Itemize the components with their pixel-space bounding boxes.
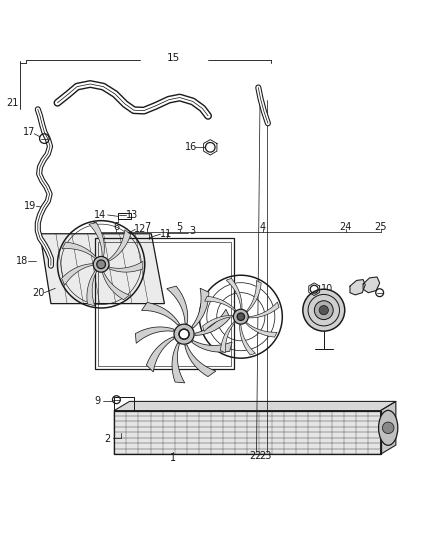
Text: 13: 13 [126, 210, 138, 220]
Polygon shape [381, 401, 396, 454]
Circle shape [179, 329, 189, 339]
Polygon shape [135, 327, 174, 343]
Text: 20: 20 [32, 288, 45, 298]
Polygon shape [246, 322, 277, 337]
Polygon shape [146, 337, 174, 372]
Text: 15: 15 [166, 53, 180, 63]
Polygon shape [247, 280, 261, 312]
Text: 9: 9 [95, 396, 101, 406]
Text: 2: 2 [105, 434, 111, 444]
Polygon shape [192, 341, 232, 352]
Text: 5: 5 [177, 222, 183, 232]
Text: 21: 21 [7, 98, 19, 108]
Circle shape [319, 305, 328, 315]
Polygon shape [363, 277, 380, 293]
Polygon shape [226, 278, 242, 309]
Text: 1: 1 [170, 453, 176, 463]
Polygon shape [114, 401, 396, 410]
Text: 16: 16 [184, 142, 197, 152]
Text: 10: 10 [321, 284, 333, 294]
Text: 11: 11 [159, 229, 172, 239]
Bar [118, 213, 131, 220]
Bar [95, 238, 234, 369]
Text: 22: 22 [249, 450, 261, 461]
Polygon shape [62, 242, 97, 259]
Circle shape [237, 313, 244, 320]
Bar [114, 398, 134, 410]
Polygon shape [141, 302, 180, 325]
Polygon shape [185, 345, 216, 377]
Text: 14: 14 [94, 210, 106, 220]
Text: 7: 7 [144, 222, 150, 232]
Text: 24: 24 [339, 222, 352, 232]
Polygon shape [220, 322, 235, 353]
Polygon shape [114, 410, 381, 454]
Polygon shape [350, 280, 365, 295]
Polygon shape [87, 270, 97, 306]
Polygon shape [167, 286, 188, 324]
Text: 23: 23 [260, 450, 272, 461]
Polygon shape [202, 316, 233, 332]
Text: 17: 17 [23, 127, 35, 137]
Polygon shape [40, 234, 164, 304]
Circle shape [303, 289, 345, 331]
Bar [98, 241, 231, 366]
Polygon shape [192, 288, 209, 328]
Polygon shape [89, 223, 104, 257]
Text: 8: 8 [92, 222, 98, 232]
Polygon shape [108, 261, 143, 272]
Circle shape [93, 256, 109, 272]
Circle shape [382, 422, 394, 433]
Circle shape [97, 260, 106, 269]
Polygon shape [108, 230, 131, 262]
Circle shape [233, 309, 248, 324]
Circle shape [314, 301, 333, 320]
Text: 6: 6 [113, 222, 120, 232]
Text: 18: 18 [15, 256, 28, 266]
Polygon shape [62, 264, 93, 285]
Polygon shape [249, 302, 279, 318]
Polygon shape [205, 296, 236, 311]
Text: 19: 19 [24, 201, 36, 211]
Text: 25: 25 [374, 222, 387, 232]
Circle shape [174, 324, 194, 344]
Polygon shape [102, 272, 130, 300]
Text: 4: 4 [260, 222, 266, 232]
Ellipse shape [378, 410, 398, 445]
Text: 12: 12 [134, 224, 147, 235]
Polygon shape [195, 309, 230, 335]
Polygon shape [172, 343, 185, 383]
Polygon shape [240, 325, 255, 355]
Text: 3: 3 [190, 225, 196, 236]
